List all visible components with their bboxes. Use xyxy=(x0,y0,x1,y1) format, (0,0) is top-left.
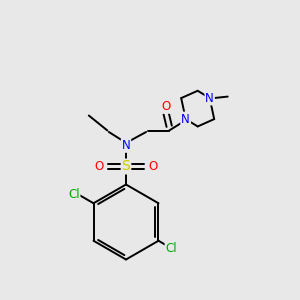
Text: Cl: Cl xyxy=(68,188,80,202)
Text: S: S xyxy=(122,160,130,173)
Text: O: O xyxy=(94,160,103,173)
Text: O: O xyxy=(162,100,171,113)
Text: N: N xyxy=(205,92,214,105)
Text: N: N xyxy=(181,112,190,126)
Text: O: O xyxy=(148,160,158,173)
Text: N: N xyxy=(181,112,190,126)
Text: N: N xyxy=(122,139,130,152)
Text: Cl: Cl xyxy=(166,242,177,256)
